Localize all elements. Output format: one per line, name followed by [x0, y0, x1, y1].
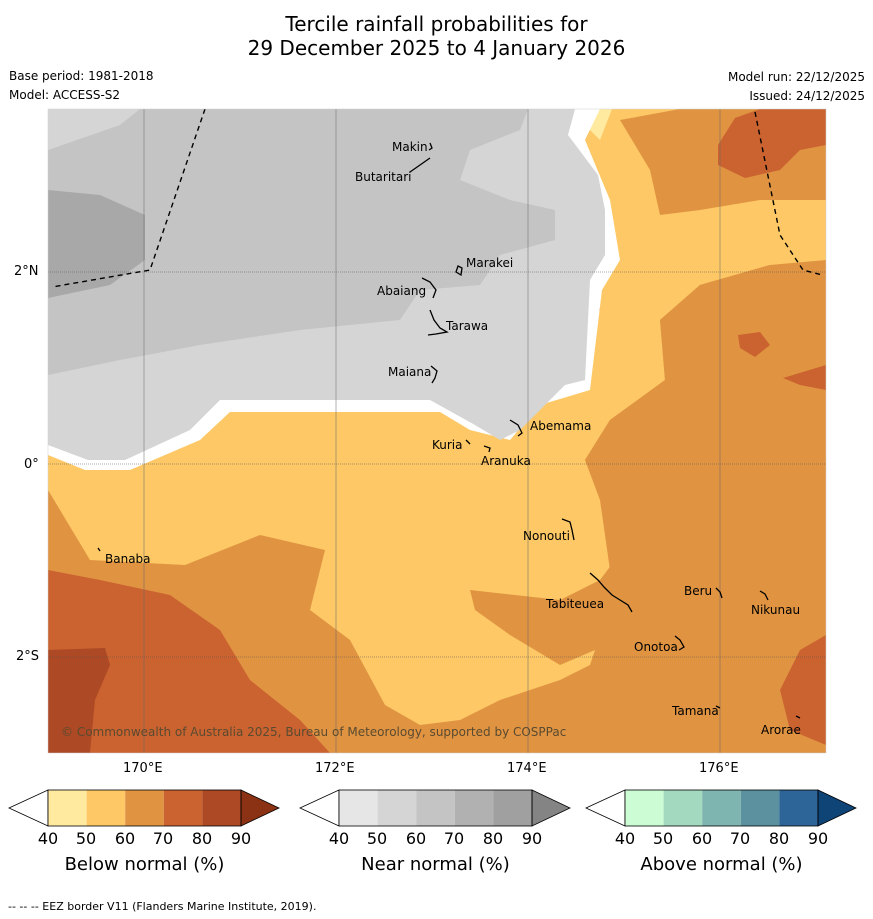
- cb-near-tick: 70: [443, 829, 465, 848]
- cb-near-tick: 90: [521, 829, 543, 848]
- below-50-region: [48, 109, 826, 725]
- graticule: [48, 271, 826, 658]
- place-abemama: Abemama: [530, 419, 591, 433]
- cb-above-1: [625, 790, 664, 826]
- cb-near-tick: 40: [328, 829, 350, 848]
- colorbar-above: [585, 789, 857, 827]
- place-butaritari: Butaritari: [355, 170, 412, 184]
- title-line-2: 29 December 2025 to 4 January 2026: [247, 36, 626, 60]
- cb-below-tick: 90: [230, 829, 252, 848]
- below-70-southeast: [780, 635, 826, 745]
- cb-above-high: [817, 789, 857, 827]
- place-nikunau: Nikunau: [751, 603, 800, 617]
- below-60-east: [585, 260, 826, 753]
- below-70-northeast: [718, 109, 826, 178]
- cb-above-3: [702, 790, 741, 826]
- cb-near-3: [416, 790, 455, 826]
- lat-label-2n: 2°N: [14, 264, 39, 279]
- place-onotoa: Onotoa: [634, 640, 678, 654]
- cb-below-tick: 50: [75, 829, 97, 848]
- cb-above-low: [585, 789, 626, 827]
- cb-above-5: [779, 790, 818, 826]
- base-period: Base period: 1981-2018: [9, 69, 154, 83]
- cb-above-tick: 90: [807, 829, 829, 848]
- cb-below-2: [86, 790, 126, 826]
- copyright: © Commonwealth of Australia 2025, Bureau…: [61, 725, 566, 739]
- place-arorae: Arorae: [761, 723, 801, 737]
- cb-near-5: [493, 790, 532, 826]
- title-line-1: Tercile rainfall probabilities for: [285, 12, 588, 36]
- cb-below-tick: 40: [37, 829, 59, 848]
- cb-below-5: [202, 790, 241, 826]
- lon-label-172: 172°E: [315, 761, 355, 776]
- islands: [97, 142, 801, 719]
- cb-above-tick: 70: [729, 829, 751, 848]
- place-marakei: Marakei: [466, 256, 513, 270]
- cb-below-tick: 70: [152, 829, 174, 848]
- lon-label-176: 176°E: [699, 761, 739, 776]
- place-beru: Beru: [684, 584, 712, 598]
- cb-below-high: [240, 789, 280, 827]
- lat-label-0: 0°: [24, 457, 39, 472]
- eez-border: [51, 109, 823, 288]
- model-name: Model: ACCESS-S2: [9, 88, 121, 102]
- cb-near-1: [339, 790, 378, 826]
- below-80-southwest: [48, 648, 110, 753]
- cb-below-3: [125, 790, 164, 826]
- cb-above-tick: 40: [614, 829, 636, 848]
- cb-above-tick: 80: [768, 829, 790, 848]
- cb-near-4: [454, 790, 494, 826]
- lon-label-170: 170°E: [123, 761, 163, 776]
- place-tabiteuea: Tabiteuea: [545, 597, 604, 611]
- place-tamana: Tamana: [671, 704, 719, 718]
- cb-near-label: Near normal (%): [361, 854, 510, 875]
- place-labels: Makin Butaritari Marakei Abaiang Tarawa …: [105, 140, 801, 737]
- place-aranuka: Aranuka: [481, 454, 531, 468]
- cb-near-tick: 50: [366, 829, 388, 848]
- cb-below-4: [163, 790, 203, 826]
- place-kuria: Kuria: [432, 438, 463, 452]
- near-60-region: [48, 190, 145, 298]
- cb-near-2: [377, 790, 417, 826]
- eez-footnote: -- -- -- EEZ border V11 (Flanders Marine…: [8, 900, 317, 913]
- place-makin: Makin: [392, 140, 428, 154]
- below-70-east: [783, 365, 826, 390]
- cb-above-label: Above normal (%): [640, 854, 803, 875]
- cb-below-label: Below normal (%): [64, 854, 225, 875]
- map-frame: [47, 108, 827, 754]
- cb-below-1: [48, 790, 87, 826]
- lon-label-174: 174°E: [507, 761, 547, 776]
- cb-below-tick: 60: [114, 829, 136, 848]
- cb-above-4: [740, 790, 780, 826]
- issued-date: Issued: 24/12/2025: [749, 89, 865, 103]
- place-tarawa: Tarawa: [445, 319, 488, 333]
- below-70-small: [738, 332, 770, 357]
- meridians: [143, 109, 721, 753]
- colorbar-below: [8, 789, 280, 827]
- place-nonouti: Nonouti: [523, 529, 570, 543]
- lat-label-2s: 2°S: [16, 649, 40, 664]
- cb-above-tick: 50: [652, 829, 674, 848]
- cb-above-tick: 60: [691, 829, 713, 848]
- cb-near-tick: 60: [405, 829, 427, 848]
- model-run: Model run: 22/12/2025: [727, 70, 865, 84]
- place-maiana: Maiana: [388, 365, 431, 379]
- below-70-southwest: [48, 570, 330, 753]
- near-50-region: [48, 109, 555, 375]
- cb-near-low: [299, 789, 340, 827]
- place-banaba: Banaba: [105, 552, 151, 566]
- cb-above-2: [663, 790, 703, 826]
- cb-near-tick: 80: [482, 829, 504, 848]
- map-fill: [48, 109, 826, 753]
- cb-below-tick: 80: [191, 829, 213, 848]
- cb-below-low: [8, 789, 49, 827]
- colorbar-near: [299, 789, 571, 827]
- place-abaiang: Abaiang: [377, 284, 426, 298]
- cb-near-high: [531, 789, 571, 827]
